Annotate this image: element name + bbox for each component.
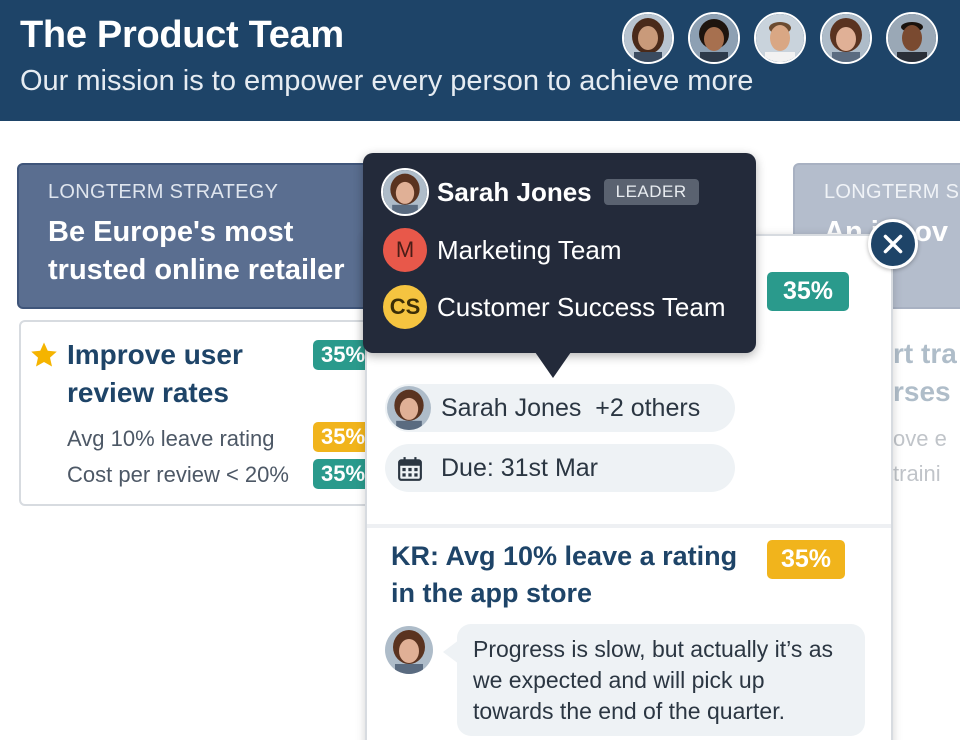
key-result-progress-badge: 35% — [313, 459, 374, 489]
owner-avatar — [387, 386, 431, 430]
key-result-title: KR: Avg 10% leave a rating in the app st… — [391, 541, 738, 608]
avatar-woman-icon — [690, 14, 738, 62]
key-result-label: Avg 10% leave rating — [67, 426, 275, 451]
tooltip-team-row: CS Customer Success Team — [381, 282, 726, 332]
team-name: Marketing Team — [437, 234, 622, 265]
team-name: Customer Success Team — [437, 291, 726, 322]
divider — [367, 524, 891, 528]
due-date-pill[interactable]: Due: 31st Mar — [385, 444, 735, 492]
page-title: The Product Team — [20, 14, 344, 56]
avatar-man-icon — [756, 14, 804, 62]
tooltip-arrow — [535, 352, 571, 378]
comment-bubble-tail — [443, 640, 459, 664]
owners-pill[interactable]: Sarah Jones +2 others — [385, 384, 735, 432]
owner-tooltip: Sarah Jones LEADER M Marketing Team CS C… — [363, 153, 756, 353]
comment-bubble: Progress is slow, but actually it’s as w… — [457, 624, 865, 736]
objective-title-fragment: rt tra — [893, 338, 957, 369]
avatar-woman-icon — [822, 14, 870, 62]
avatar-woman-icon — [385, 626, 433, 674]
owner-name: Sarah Jones — [437, 176, 592, 207]
commenter-avatar — [385, 626, 433, 674]
avatar-man-icon — [888, 14, 936, 62]
team-initials-badge: M — [381, 226, 429, 274]
objective-progress-badge: 35% — [313, 340, 374, 370]
objective-card-next[interactable]: rt tra rses ove e traini — [893, 320, 960, 506]
tooltip-team-row: M Marketing Team — [381, 225, 622, 275]
strategy-title: Be Europe's most trusted online retailer — [48, 216, 345, 286]
member-avatar[interactable] — [820, 12, 872, 64]
key-result-progress-badge: 35% — [313, 422, 374, 452]
key-result-progress-badge: 35% — [767, 540, 846, 579]
team-header: The Product Team Our mission is to empow… — [0, 0, 960, 121]
due-date-text: Due: 31st Mar — [441, 454, 599, 482]
tooltip-owner-row: Sarah Jones LEADER — [381, 167, 699, 217]
calendar-icon — [398, 457, 422, 481]
key-result-detail-panel: 35% Sarah Jones +2 others Due: 31st Mar … — [365, 234, 893, 740]
objective-progress-badge: 35% — [767, 272, 850, 311]
owners-text: Sarah Jones +2 others — [441, 394, 701, 422]
close-button[interactable] — [868, 219, 918, 269]
member-avatar[interactable] — [688, 12, 740, 64]
strategy-label: LONGTERM S — [824, 181, 960, 203]
key-result-label: Cost per review < 20% — [67, 462, 289, 487]
mission-statement: Our mission is to empower every person t… — [20, 65, 754, 97]
key-result-fragment: ove e — [893, 426, 947, 451]
close-icon — [883, 234, 903, 254]
objective-title: Improve user review rates — [67, 339, 243, 408]
member-avatar[interactable] — [886, 12, 938, 64]
member-avatar[interactable] — [754, 12, 806, 64]
avatar-woman-icon — [624, 14, 672, 62]
team-initials-badge: CS — [381, 283, 429, 331]
star-icon[interactable] — [29, 340, 59, 370]
objective-title-fragment: rses — [893, 376, 951, 407]
strategy-label: LONGTERM STRATEGY — [48, 181, 279, 203]
owner-avatar — [381, 168, 429, 216]
avatar-woman-icon — [387, 386, 431, 430]
objective-card[interactable]: Improve user review rates 35% Avg 10% le… — [19, 320, 379, 506]
strategy-card[interactable]: LONGTERM STRATEGY Be Europe's most trust… — [17, 163, 417, 309]
team-members — [622, 12, 938, 64]
leader-tag: LEADER — [603, 179, 699, 205]
member-avatar[interactable] — [622, 12, 674, 64]
avatar-woman-icon — [383, 170, 427, 214]
key-result-fragment: traini — [893, 461, 941, 486]
